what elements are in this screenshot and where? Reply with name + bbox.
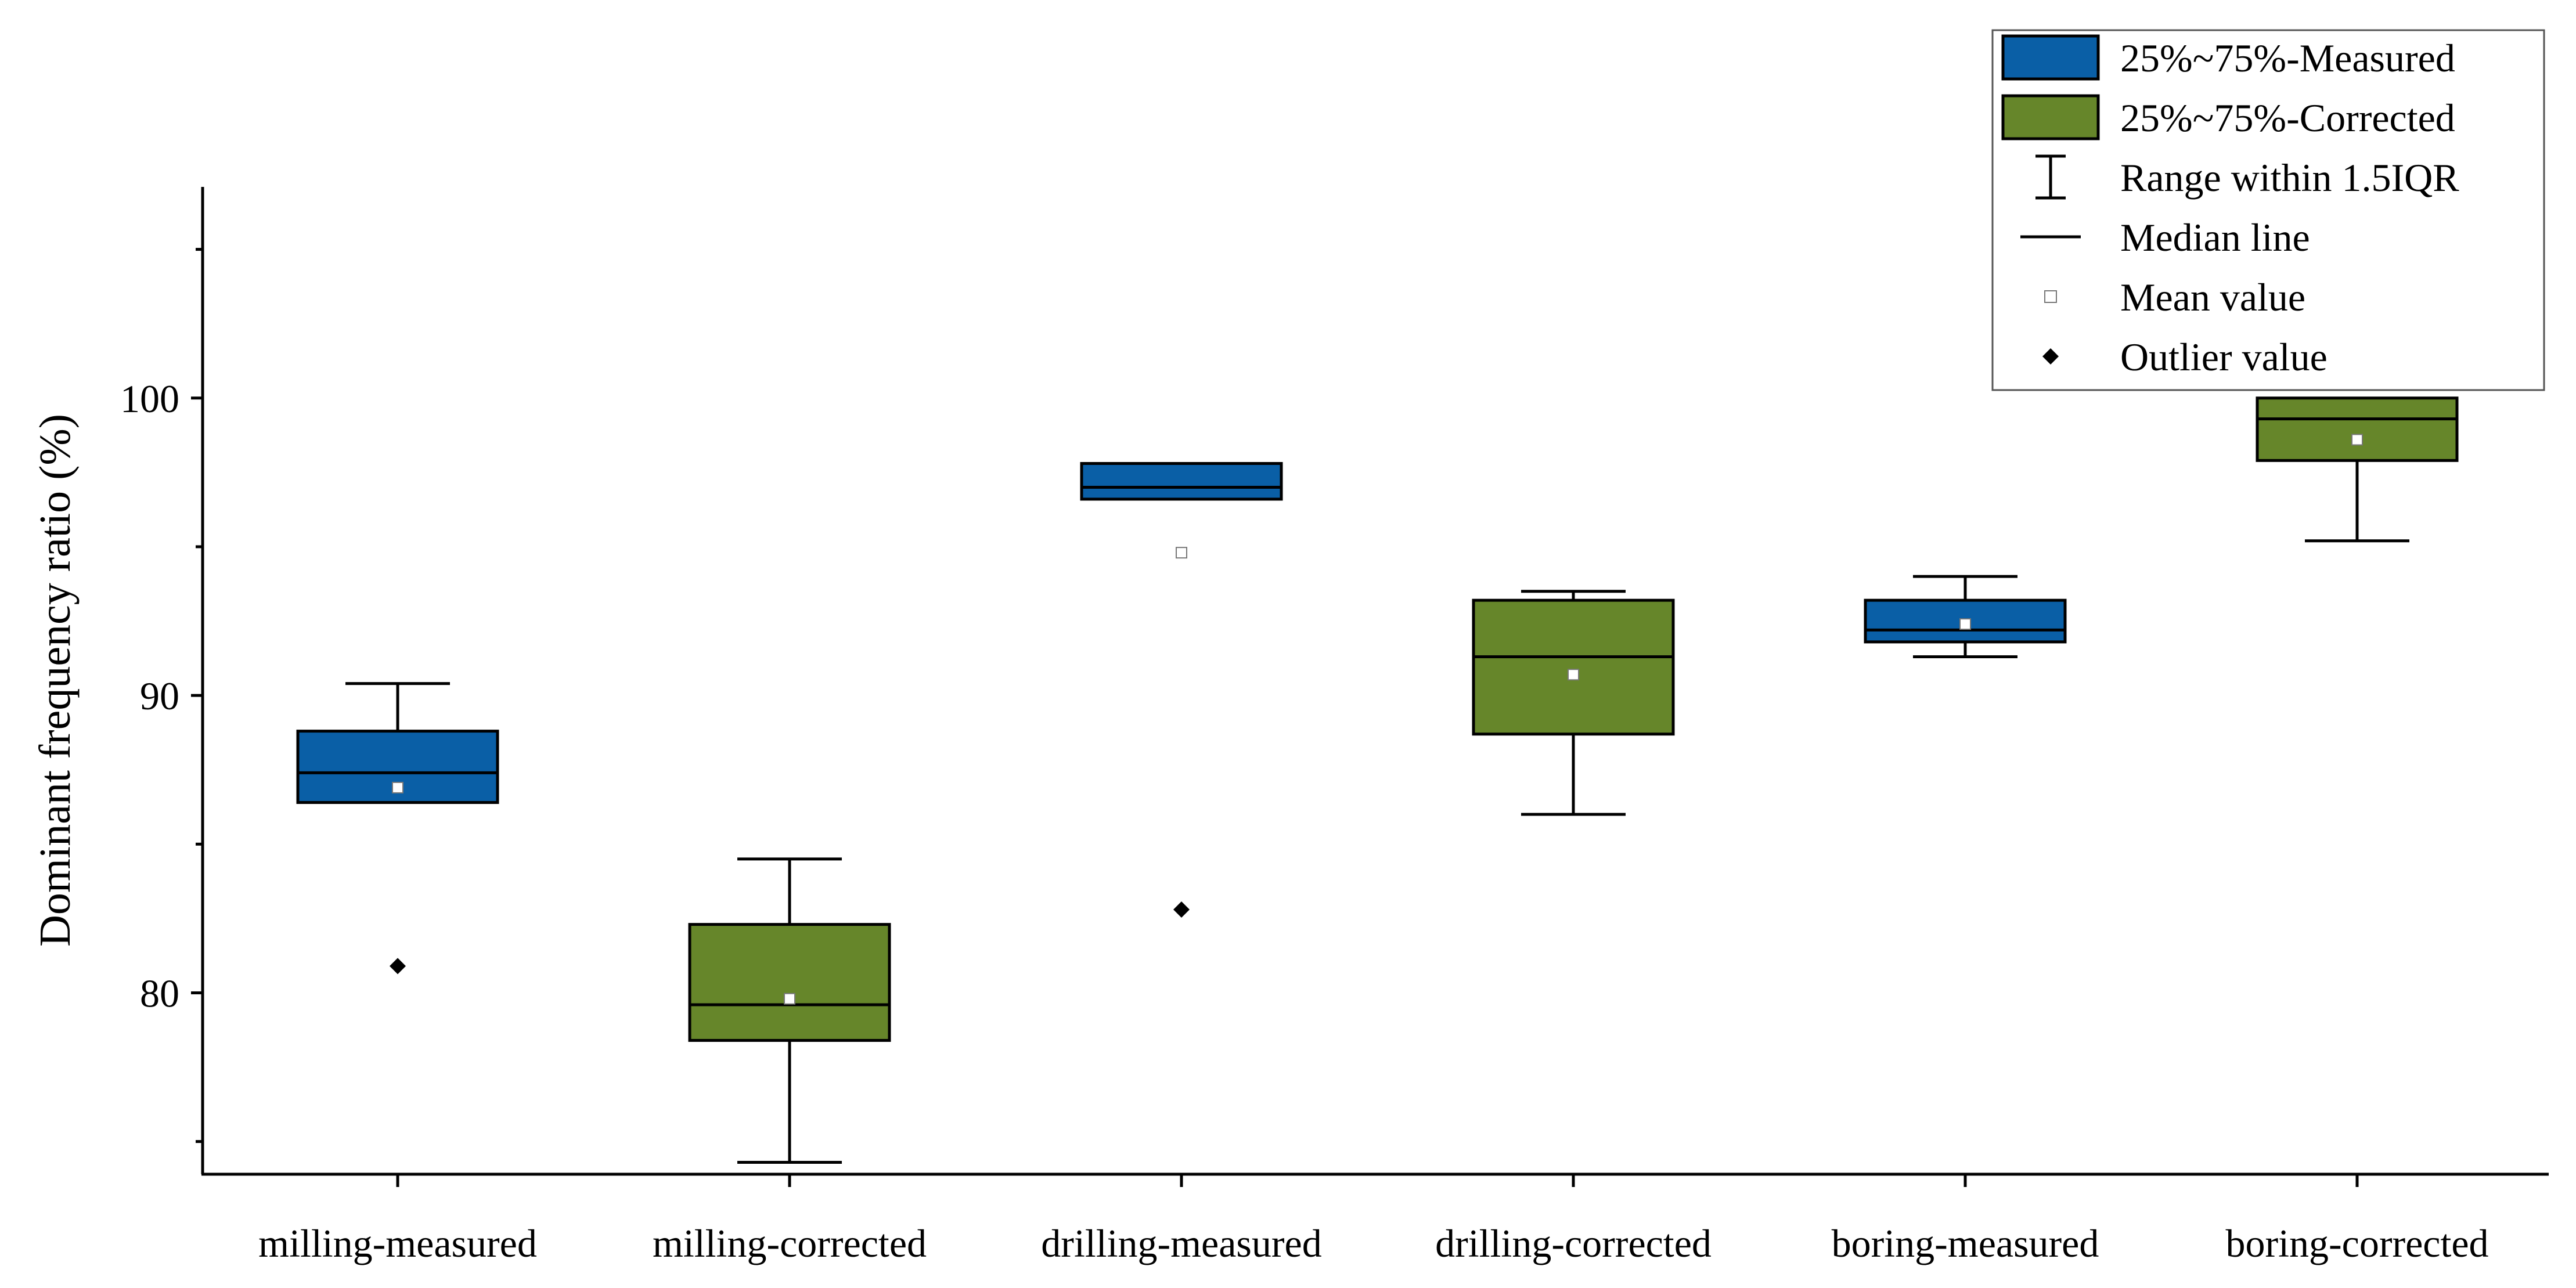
legend-item-range: Range within 1.5IQR bbox=[2035, 154, 2459, 200]
box-milling-measured bbox=[296, 682, 499, 975]
x-tick-label: milling-measured bbox=[258, 1221, 537, 1265]
iqr-box bbox=[1472, 598, 1675, 736]
x-tick-label: boring-measured bbox=[1832, 1221, 2099, 1265]
x-tick-label: drilling-corrected bbox=[1435, 1221, 1712, 1265]
legend-label: Range within 1.5IQR bbox=[2120, 156, 2459, 200]
iqr-box bbox=[1080, 461, 1283, 501]
box-boring-measured bbox=[1864, 575, 2067, 659]
legend-mean-symbol bbox=[2044, 290, 2057, 303]
x-tick-label: boring-corrected bbox=[2225, 1221, 2488, 1265]
legend-item-measured-box: 25%~75%-Measured bbox=[2001, 34, 2455, 81]
y-tick-label: 80 bbox=[140, 971, 179, 1015]
y-ticks: 80 90 100 bbox=[120, 248, 203, 1143]
legend-label: Median line bbox=[2120, 215, 2310, 259]
x-ticks: milling-measured milling-corrected drillin… bbox=[258, 1174, 2489, 1265]
box-boring-corrected bbox=[2256, 396, 2459, 543]
legend-label: Outlier value bbox=[2120, 335, 2328, 379]
legend-outlier-symbol bbox=[2042, 348, 2059, 365]
y-tick-label: 90 bbox=[140, 674, 179, 718]
legend-item-median: Median line bbox=[2020, 215, 2310, 259]
legend-item-outlier: Outlier value bbox=[2042, 335, 2328, 379]
y-axis-label: Dominant frequency ratio (%) bbox=[31, 414, 80, 947]
mean-marker bbox=[392, 781, 403, 793]
mean-marker bbox=[784, 993, 795, 1005]
box-drilling-measured bbox=[1080, 461, 1283, 918]
box-milling-corrected bbox=[688, 857, 891, 1164]
mean-marker bbox=[1959, 618, 1971, 630]
legend-frame bbox=[1991, 29, 2545, 391]
legend-label: Mean value bbox=[2120, 275, 2305, 319]
y-tick-label: 100 bbox=[120, 377, 179, 421]
legend-swatch bbox=[2001, 34, 2100, 81]
mean-marker bbox=[2351, 434, 2363, 446]
outlier-marker bbox=[1173, 901, 1190, 918]
plot-area bbox=[296, 396, 2459, 1164]
x-tick-label: drilling-measured bbox=[1041, 1221, 1321, 1265]
box-drilling-corrected bbox=[1472, 590, 1675, 816]
axes bbox=[201, 187, 2549, 1176]
legend-item-corrected-box: 25%~75%-Corrected bbox=[2001, 94, 2455, 140]
legend: 25%~75%-Measured 25%~75%-Corrected Range w… bbox=[1991, 29, 2545, 391]
mean-marker bbox=[1568, 669, 1579, 681]
legend-swatch bbox=[2001, 94, 2100, 140]
legend-item-mean: Mean value bbox=[2044, 275, 2305, 319]
iqr-box bbox=[688, 923, 891, 1042]
x-tick-label: milling-corrected bbox=[653, 1221, 927, 1265]
iqr-box bbox=[2256, 396, 2459, 462]
legend-label: 25%~75%-Corrected bbox=[2120, 96, 2455, 140]
mean-marker bbox=[1176, 547, 1187, 559]
legend-label: 25%~75%-Measured bbox=[2120, 36, 2455, 80]
outlier-marker bbox=[390, 958, 406, 975]
